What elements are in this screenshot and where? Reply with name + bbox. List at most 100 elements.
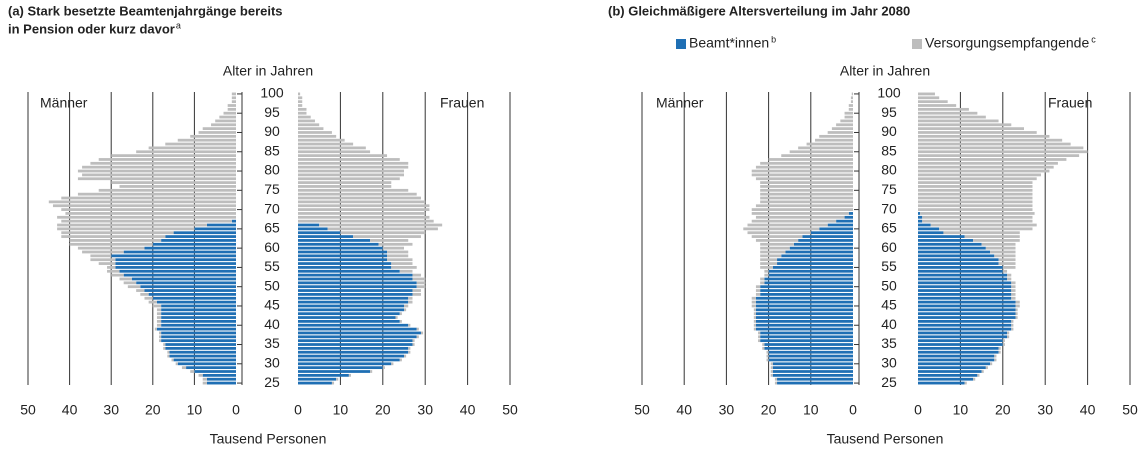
bar [760, 246, 790, 250]
bar [810, 231, 853, 235]
bar [77, 192, 236, 196]
bar [760, 196, 853, 200]
bar [770, 373, 773, 377]
bar [298, 146, 366, 150]
bar [107, 266, 116, 269]
bar [755, 165, 853, 169]
bar [990, 250, 1016, 254]
bar [298, 242, 379, 246]
bar [298, 358, 400, 362]
bar [404, 308, 407, 312]
bar [82, 165, 236, 169]
bar [161, 335, 236, 339]
bar [777, 381, 853, 385]
y-axis-label: Alter in Jahren [840, 63, 930, 79]
bar [378, 242, 413, 246]
bar [165, 142, 236, 146]
bar [918, 188, 1033, 192]
y-tick-label: 45 [264, 297, 280, 313]
bar [161, 331, 236, 335]
bar [819, 227, 853, 231]
bar [152, 242, 236, 246]
bar [760, 188, 853, 192]
bar [760, 281, 765, 285]
bar [57, 227, 195, 231]
bar [77, 177, 236, 181]
bar [159, 331, 162, 335]
bar [764, 343, 853, 346]
bar [119, 277, 132, 281]
bar [298, 192, 417, 196]
bar [165, 343, 236, 346]
bar [298, 131, 332, 134]
bar [154, 327, 157, 331]
bar [298, 273, 413, 277]
bar [973, 239, 1020, 242]
y-tick-label: 95 [264, 104, 280, 120]
bar [918, 289, 1012, 292]
bar [964, 381, 967, 385]
bar [918, 177, 1037, 181]
y-tick-label: 70 [881, 200, 897, 216]
y-tick-label: 95 [881, 104, 897, 120]
bar [985, 246, 1016, 250]
bar [768, 269, 853, 273]
bar [766, 354, 769, 358]
bar [119, 269, 236, 273]
bar [298, 312, 400, 316]
bar [298, 215, 430, 219]
bar [918, 281, 1012, 285]
bar [760, 277, 765, 281]
bar [760, 335, 853, 339]
bar [115, 266, 236, 269]
bar [994, 358, 997, 362]
bar [98, 262, 116, 265]
bar [198, 373, 203, 377]
bar [202, 377, 207, 381]
y-tick-label: 60 [881, 239, 897, 255]
bar [353, 235, 421, 238]
bar [777, 262, 853, 265]
bar [227, 104, 236, 107]
bar [298, 196, 421, 200]
bar [298, 296, 409, 300]
bar [1011, 285, 1016, 289]
bar [77, 246, 145, 250]
x-tick-label: 40 [62, 402, 78, 418]
bar [1015, 316, 1018, 319]
bar [408, 350, 411, 354]
bar [918, 242, 982, 246]
bar [770, 370, 773, 373]
bar [1002, 269, 1008, 273]
bar [82, 250, 124, 254]
side-label: Männer [40, 95, 88, 111]
bar [331, 381, 335, 385]
y-tick-label: 50 [264, 277, 280, 293]
bar [918, 96, 940, 100]
bar [219, 115, 236, 119]
bar [298, 104, 303, 107]
x-tick-label: 50 [1122, 402, 1138, 418]
bar [298, 231, 341, 235]
bar [918, 339, 1003, 343]
bar [115, 262, 236, 265]
bar [327, 227, 438, 231]
bar [298, 373, 349, 377]
bar [760, 250, 786, 254]
bar [298, 154, 388, 157]
bar [998, 346, 1001, 350]
bar [298, 227, 328, 231]
bar [918, 235, 965, 238]
bar [1011, 296, 1016, 300]
bar [918, 250, 991, 254]
bar [755, 316, 853, 319]
bar [760, 161, 853, 165]
x-tick-label: 0 [914, 402, 922, 418]
bar [1007, 277, 1012, 281]
bar [111, 273, 124, 277]
bar [412, 289, 421, 292]
bar [298, 254, 388, 258]
bar [298, 262, 392, 265]
bar [850, 100, 853, 104]
bar [918, 131, 1037, 134]
